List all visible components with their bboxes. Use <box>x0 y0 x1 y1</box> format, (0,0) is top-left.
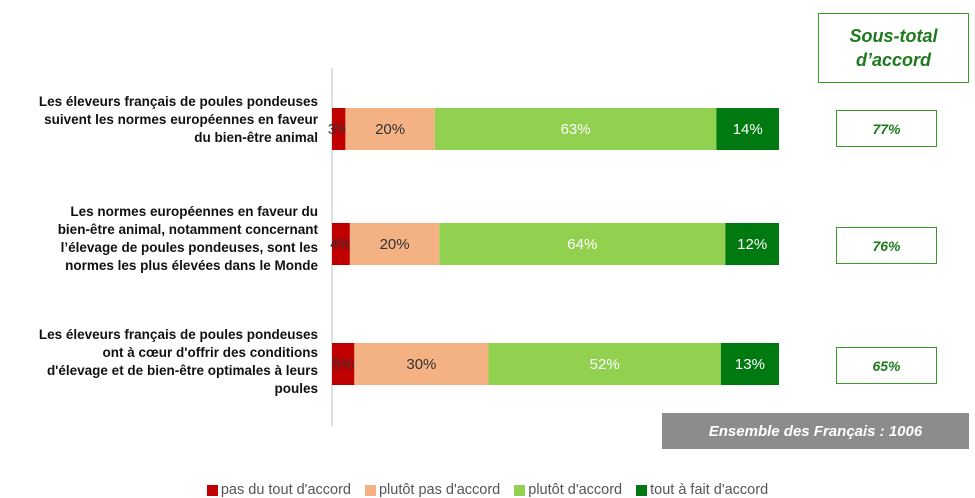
legend-label-1: pas du tout d'accord <box>220 482 351 498</box>
data-label-2-3: 64% <box>567 236 597 253</box>
legend-swatch-2 <box>364 484 376 496</box>
bar-segment-2-3 <box>439 223 726 265</box>
data-label-1-3: 63% <box>561 121 591 138</box>
category-label-1-line-3: du bien-être animal <box>194 130 318 145</box>
subtotal-header-line-1: Sous-total <box>849 26 938 46</box>
data-label-3-3: 52% <box>590 356 620 373</box>
data-label-3-4: 13% <box>735 356 765 373</box>
category-label-3: Les éleveurs français de poules pondeuse… <box>0 326 318 398</box>
category-label-1: Les éleveurs français de poules pondeuse… <box>0 93 318 147</box>
sample-base-note: Ensemble des Français : 1006 <box>662 413 969 449</box>
legend-item-3: plutôt d'accord <box>514 482 622 498</box>
category-label-2-line-2: bien-être animal, notamment concernant <box>57 222 318 237</box>
legend-item-1: pas du tout d'accord <box>206 482 351 498</box>
category-label-2-line-1: Les normes européennes en faveur du <box>70 204 318 219</box>
data-label-1-1: 3% <box>328 121 350 138</box>
bar-segment-2-2 <box>349 223 440 265</box>
bar-segment-1-3 <box>434 108 717 150</box>
data-label-1-4: 14% <box>733 121 763 138</box>
category-label-3-line-4: poules <box>274 381 318 396</box>
bar-segment-3-3 <box>488 343 721 385</box>
legend-item-4: tout à fait d'accord <box>636 482 768 498</box>
bar-segment-2-1 <box>332 223 350 265</box>
data-label-2-2: 20% <box>380 236 410 253</box>
category-label-2: Les normes européennes en faveur du bien-… <box>0 203 318 275</box>
data-label-3-2: 30% <box>406 356 436 373</box>
bar-segment-3-4 <box>720 343 779 385</box>
legend-label-2: plutôt pas d'accord <box>378 482 501 498</box>
bar-segment-3-1 <box>332 343 355 385</box>
subtotal-header-line-2: d’accord <box>855 50 932 70</box>
data-label-2-4: 12% <box>737 236 767 253</box>
data-label-2-1: 4% <box>330 236 352 253</box>
bar-segment-3-2 <box>354 343 489 385</box>
category-label-3-line-2: ont à cœur d'offrir des conditions <box>102 345 318 360</box>
legend-label-4: tout à fait d'accord <box>650 482 769 498</box>
category-label-2-line-3: l’élevage de poules pondeuses, sont les <box>60 240 318 255</box>
category-label-1-line-1: Les éleveurs français de poules pondeuse… <box>38 94 318 109</box>
bar-segment-1-1 <box>332 108 346 150</box>
category-label-3-line-1: Les éleveurs français de poules pondeuse… <box>38 327 318 342</box>
legend: pas du tout d'accord plutôt pas d'accord… <box>0 482 975 498</box>
legend-swatch-3 <box>514 484 526 496</box>
data-label-1-2: 20% <box>375 121 405 138</box>
legend-label-3: plutôt d'accord <box>528 482 623 498</box>
category-label-1-line-2: suivent les normes européennes en faveur <box>44 112 318 127</box>
subtotal-value-3: 65% <box>836 347 937 384</box>
category-label-3-line-3: d'élevage et de bien-être optimales à le… <box>46 363 318 378</box>
data-label-3-1: 5% <box>332 356 354 373</box>
subtotal-value-2: 76% <box>836 227 937 264</box>
legend-item-2: plutôt pas d'accord <box>364 482 501 498</box>
subtotal-header: Sous-total d’accord <box>818 13 969 83</box>
category-label-2-line-4: normes les plus élevées dans le Monde <box>65 258 318 273</box>
legend-swatch-4 <box>636 484 648 496</box>
bar-segment-2-4 <box>725 223 779 265</box>
subtotal-value-1: 77% <box>836 110 937 147</box>
bar-segment-1-2 <box>345 108 435 150</box>
bar-segment-1-4 <box>716 108 779 150</box>
legend-swatch-1 <box>206 484 218 496</box>
